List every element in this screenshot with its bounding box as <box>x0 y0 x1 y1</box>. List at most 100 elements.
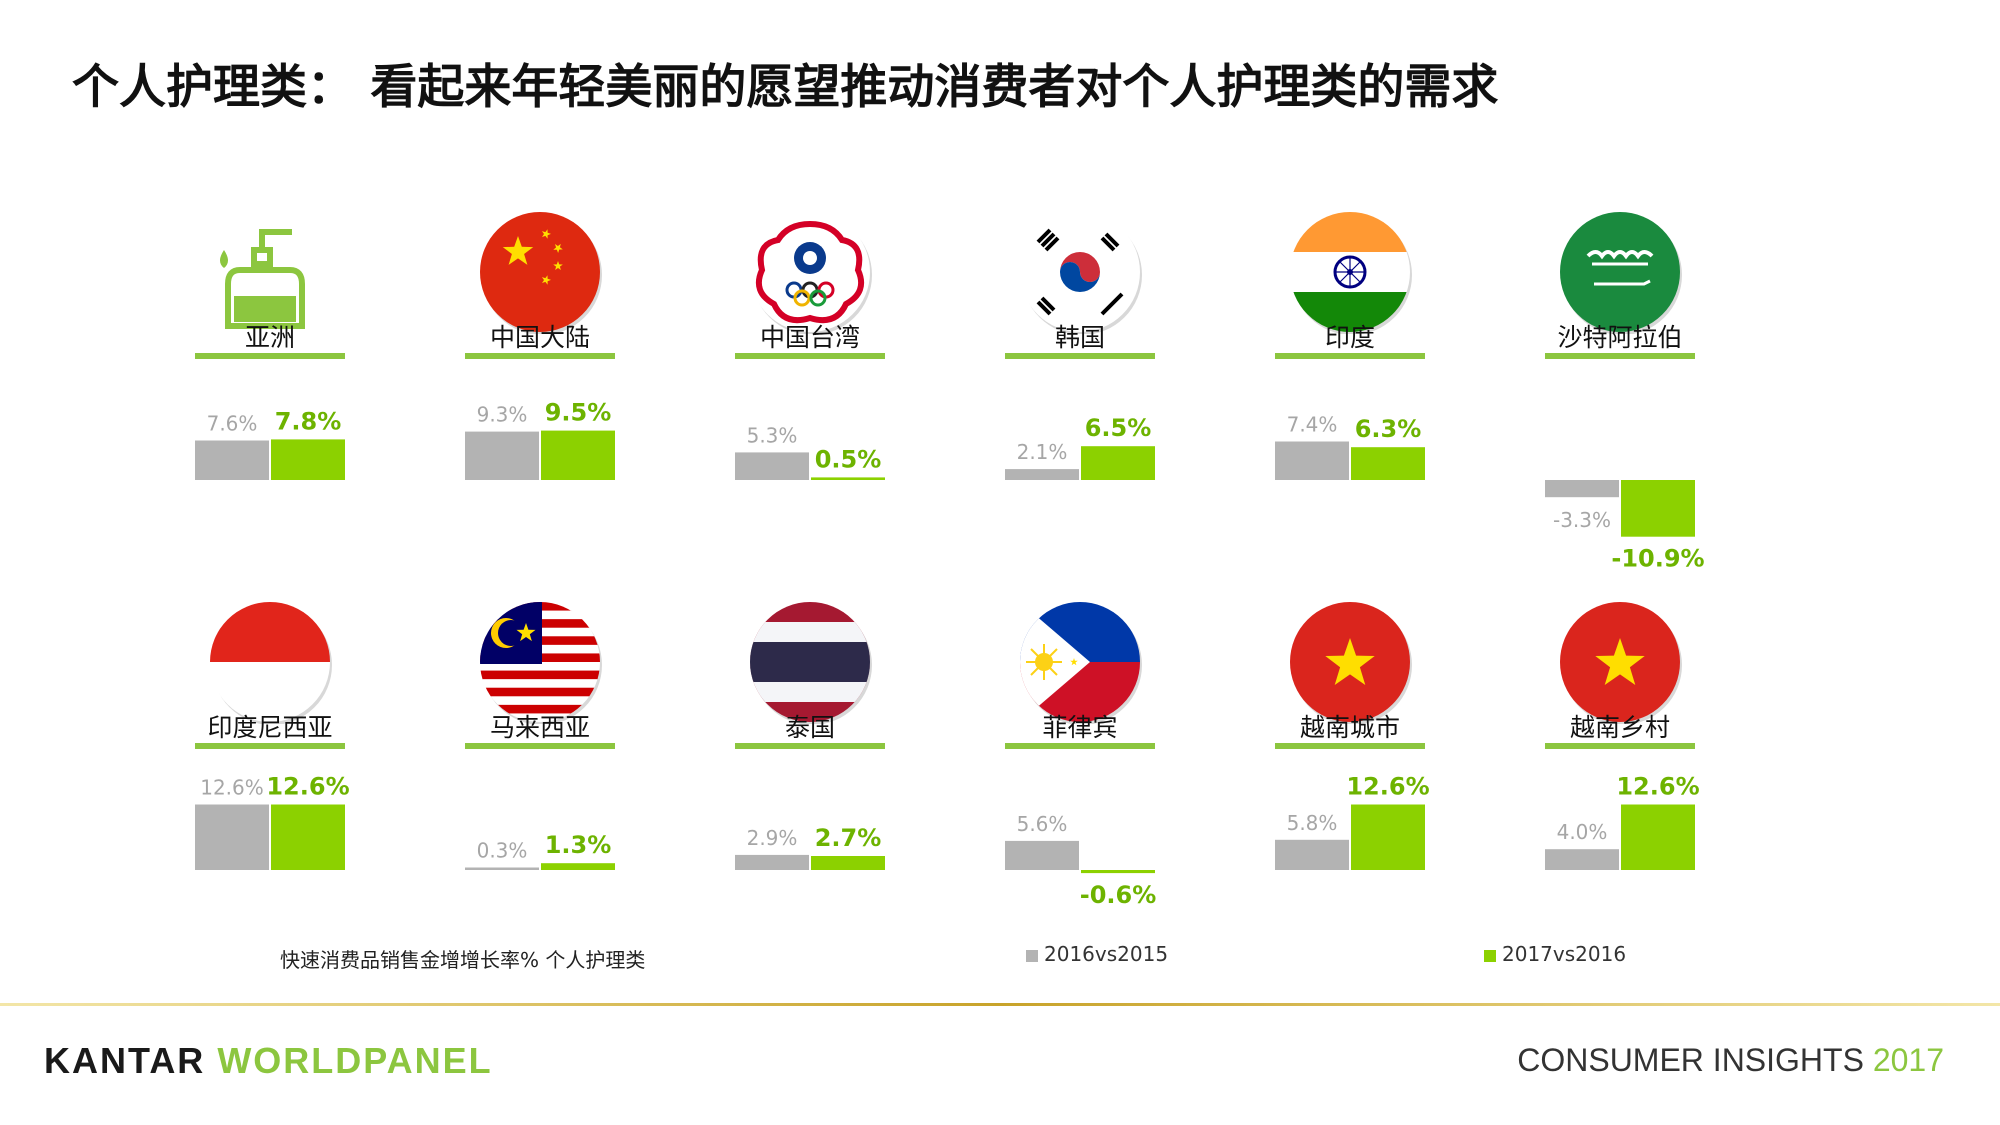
bar-2017 <box>1351 804 1425 870</box>
bar-2016 <box>1545 480 1619 498</box>
region-icon-wrap <box>710 200 910 340</box>
region-panel: 越南城市 5.8% 12.6% <box>1250 590 1450 1030</box>
region-label: 越南城市 <box>1299 713 1400 742</box>
brand-left: KANTAR <box>44 1040 206 1081</box>
value-label-2017: 12.6% <box>1616 773 1699 801</box>
value-label-2016: 7.6% <box>207 412 258 436</box>
region-label: 亚洲 <box>244 323 295 352</box>
region-bar-chart: 4.0% 12.6% <box>1545 773 1700 870</box>
bar-2017 <box>1351 447 1425 480</box>
region-panel: 亚洲 7.6% 7.8% <box>170 200 370 640</box>
chart-footnote: 快速消费品销售金增增长率% 个人护理类 <box>280 948 646 972</box>
bar-2017 <box>1621 480 1695 537</box>
region-icon-wrap <box>440 200 640 340</box>
region-bar-chart: -3.3%-10.9% <box>1545 480 1705 573</box>
region-bar-chart: 12.6% 12.6% <box>195 773 350 870</box>
region-label-underline <box>195 353 345 359</box>
value-label-2016: 4.0% <box>1557 820 1608 844</box>
value-label-2016: 12.6% <box>200 776 264 800</box>
legend-swatch-2017 <box>1484 949 1496 962</box>
footer-year: 2017 <box>1872 1042 1944 1078</box>
value-label-2017: -10.9% <box>1611 545 1704 573</box>
value-label-2016: 2.1% <box>1017 440 1068 464</box>
value-label-2017: 12.6% <box>1346 773 1429 801</box>
bar-2017 <box>541 430 615 480</box>
bar-2016 <box>735 854 809 870</box>
value-label-2016: 5.3% <box>747 423 798 447</box>
flag-indonesia-icon <box>210 602 332 724</box>
value-label-2016: 5.6% <box>1017 812 1068 836</box>
region-bar-chart: 5.8% 12.6% <box>1275 773 1430 870</box>
page-title: 个人护理类： 看起来年轻美丽的愿望推动消费者对个人护理类的需求 <box>72 60 1499 115</box>
value-label-2016: 5.8% <box>1287 811 1338 835</box>
legend-2017: 2017vs2016 <box>1484 942 1626 966</box>
region-label-underline <box>1275 743 1425 749</box>
value-label-2016: 2.9% <box>747 826 798 850</box>
region-label: 印度 <box>1324 323 1375 352</box>
region-panel: 印度尼西亚 12.6% 12.6% <box>170 590 370 1030</box>
bar-2016 <box>1275 839 1349 870</box>
region-bar-chart: 7.4% 6.3% <box>1275 413 1425 480</box>
value-label-2017: 7.8% <box>275 407 342 435</box>
region-bar-chart: 9.3% 9.5% <box>465 399 615 480</box>
brand-right: WORLDPANEL <box>217 1040 493 1081</box>
value-label-2016: 7.4% <box>1287 413 1338 437</box>
flag-vietnam-icon <box>1560 602 1682 724</box>
value-label-2017: 6.5% <box>1085 414 1152 442</box>
region-panel: 印度 7.4% 6.3% <box>1250 200 1450 640</box>
region-bar-chart: 5.6% -0.6% <box>1005 812 1157 909</box>
region-icon-wrap <box>1520 590 1720 730</box>
region-icon-wrap <box>1250 590 1450 730</box>
legend-swatch-2016 <box>1026 949 1038 962</box>
region-icon-wrap <box>1250 200 1450 340</box>
region-panel: 中国台湾 5.3% 0.5% <box>710 200 910 640</box>
region-panel: 韩国 2.1% 6.5% <box>980 200 1180 640</box>
region-label: 沙特阿拉伯 <box>1557 323 1683 352</box>
region-label: 泰国 <box>784 713 835 742</box>
region-icon-wrap <box>710 590 910 730</box>
flag-saudi-icon <box>1560 212 1682 334</box>
flag-thailand-icon <box>750 602 872 724</box>
flag-korea-icon <box>1020 212 1142 334</box>
region-panel: 马来西亚 0.3% 1.3% <box>440 590 640 1030</box>
bar-2017 <box>1081 446 1155 480</box>
region-label: 马来西亚 <box>489 713 590 742</box>
region-icon-wrap <box>980 200 1180 340</box>
value-label-2017: 9.5% <box>545 399 612 427</box>
region-label: 印度尼西亚 <box>207 713 333 742</box>
region-label-underline <box>1545 743 1695 749</box>
region-label-underline <box>735 743 885 749</box>
region-panel: 泰国 2.9% 2.7% <box>710 590 910 1030</box>
bar-2016 <box>1545 849 1619 870</box>
bar-2017 <box>271 804 345 870</box>
brand-logo: KANTAR WORLDPANEL <box>44 1040 493 1082</box>
value-label-2016: 0.3% <box>477 839 528 863</box>
region-bar-chart: 0.3% 1.3% <box>465 831 615 870</box>
value-label-2017: 12.6% <box>266 773 349 801</box>
region-label-underline <box>195 743 345 749</box>
flag-vietnam-icon <box>1290 602 1412 724</box>
value-label-2017: 2.7% <box>815 824 882 852</box>
region-label: 韩国 <box>1054 323 1105 352</box>
bar-2017 <box>271 439 345 480</box>
bar-2016 <box>735 452 809 480</box>
region-label: 菲律宾 <box>1042 713 1118 742</box>
region-icon-wrap <box>170 590 370 730</box>
value-label-2016: 9.3% <box>477 403 528 427</box>
flag-china-icon <box>480 212 602 334</box>
bar-2017 <box>1621 804 1695 870</box>
footer-divider <box>0 1003 2000 1006</box>
value-label-2017: 0.5% <box>815 445 882 473</box>
region-icon-wrap <box>1520 200 1720 340</box>
value-label-2017: -0.6% <box>1080 881 1157 909</box>
value-label-2017: 1.3% <box>545 831 612 859</box>
region-icon-wrap <box>440 590 640 730</box>
region-label: 中国大陆 <box>489 323 590 352</box>
region-label: 越南乡村 <box>1569 713 1670 742</box>
value-label-2016: -3.3% <box>1553 508 1611 532</box>
region-label-underline <box>1545 353 1695 359</box>
bar-2016 <box>1275 441 1349 480</box>
flag-philippines-icon <box>1020 602 1142 724</box>
footer-text: CONSUMER INSIGHTS <box>1517 1042 1864 1078</box>
bar-2017 <box>541 863 615 870</box>
